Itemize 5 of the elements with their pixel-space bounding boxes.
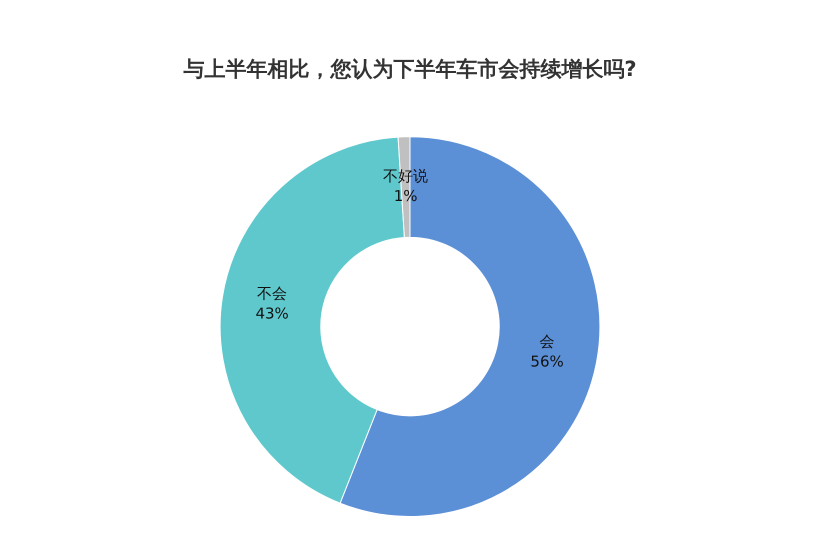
slice-label: 会	[540, 332, 555, 351]
chart-title: 与上半年相比，您认为下半年车市会持续增长吗?	[182, 57, 637, 82]
data-label: 56%	[530, 352, 564, 371]
data-label: 43%	[255, 304, 289, 323]
slice-label: 不会	[257, 284, 288, 303]
